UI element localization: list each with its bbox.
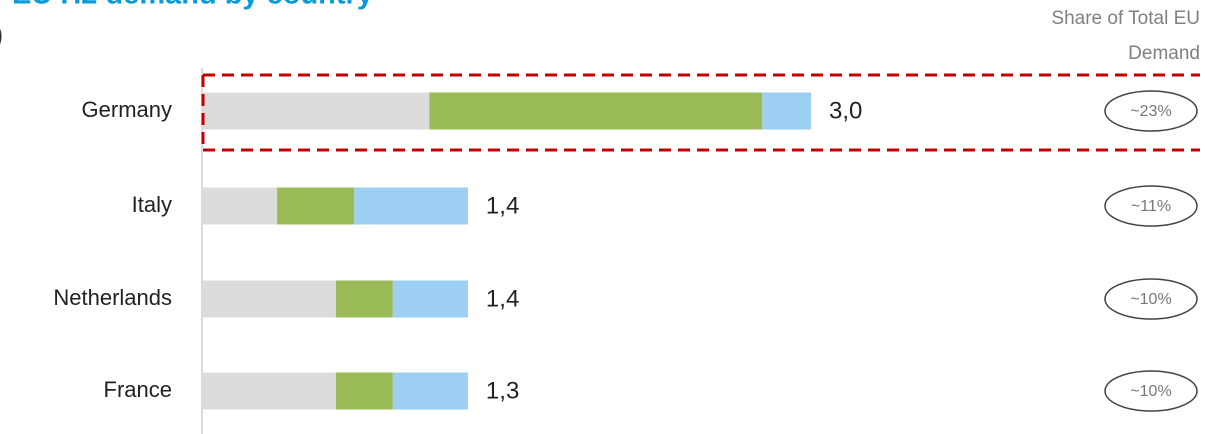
- share-label: ~10%: [1130, 291, 1171, 308]
- bar-segment: [277, 187, 355, 225]
- bar-segment: [392, 372, 468, 410]
- share-label: ~11%: [1131, 198, 1171, 215]
- total-label: 3,0: [829, 97, 862, 124]
- bar-segment: [762, 92, 811, 130]
- bar-segment: [202, 372, 336, 410]
- total-label: 1,3: [486, 377, 519, 404]
- bar-segment: [354, 187, 468, 225]
- share-ellipse: [1104, 90, 1198, 132]
- share-label: ~23%: [1130, 103, 1171, 120]
- bar-segment: [202, 280, 336, 318]
- share-label: ~10%: [1130, 383, 1171, 400]
- plot: Germany 3,0 ~23% Italy 1,4 ~11% Netherlands 1,4…: [53, 73, 1200, 412]
- bar-segment: [392, 280, 468, 318]
- bar-segment: [429, 92, 763, 130]
- share-ellipse: [1104, 278, 1198, 320]
- chart-subtitle: ): [0, 18, 3, 49]
- bar-segment: [202, 187, 278, 225]
- total-label: 1,4: [486, 192, 519, 219]
- bar-segment: [335, 372, 393, 410]
- category-label: Netherlands: [53, 285, 172, 310]
- category-label: Italy: [132, 192, 172, 217]
- share-ellipse: [1104, 185, 1198, 227]
- bar-segment: [202, 92, 430, 130]
- total-label: 1,4: [486, 285, 519, 312]
- chart-title: EU H2 demand by country: [12, 0, 373, 11]
- share-header: Demand: [1128, 43, 1200, 64]
- share-ellipse: [1104, 370, 1198, 412]
- category-label: France: [104, 377, 172, 402]
- share-header: Share of Total EU: [1051, 8, 1200, 29]
- category-label: Germany: [82, 97, 172, 122]
- bar-segment: [335, 280, 393, 318]
